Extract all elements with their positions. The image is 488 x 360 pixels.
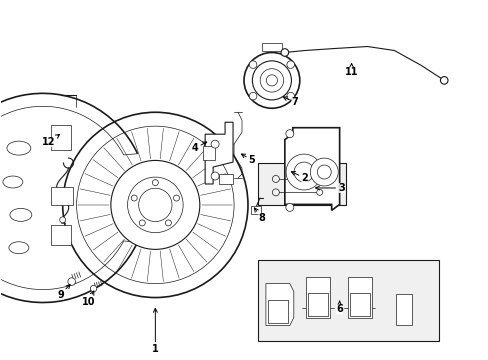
Text: 3: 3 — [315, 183, 345, 193]
Text: 1: 1 — [152, 309, 159, 354]
Bar — [51, 225, 71, 245]
Circle shape — [317, 165, 330, 179]
Circle shape — [286, 61, 294, 68]
Circle shape — [111, 161, 200, 249]
Circle shape — [285, 203, 293, 211]
Bar — [349, 293, 369, 316]
Bar — [305, 276, 329, 319]
Circle shape — [90, 285, 97, 292]
Circle shape — [165, 220, 171, 226]
Circle shape — [152, 180, 158, 186]
Circle shape — [440, 77, 447, 84]
Circle shape — [293, 162, 313, 182]
Bar — [307, 293, 327, 316]
Text: 9: 9 — [57, 284, 70, 300]
Bar — [262, 42, 281, 51]
Bar — [347, 276, 371, 319]
Bar — [267, 301, 287, 323]
Circle shape — [286, 93, 294, 100]
Bar — [258, 260, 438, 341]
Bar — [51, 125, 71, 150]
Circle shape — [62, 112, 247, 298]
Bar — [396, 294, 411, 325]
Bar — [51, 187, 73, 205]
Bar — [258, 163, 345, 205]
Text: 6: 6 — [336, 301, 342, 315]
Text: 11: 11 — [344, 64, 358, 77]
Text: 4: 4 — [191, 142, 206, 153]
Bar — [250, 206, 261, 214]
Text: 2: 2 — [291, 172, 307, 183]
Circle shape — [281, 49, 288, 56]
Circle shape — [310, 158, 338, 186]
Circle shape — [252, 61, 291, 100]
Bar — [219, 174, 233, 184]
Circle shape — [211, 140, 219, 148]
Circle shape — [127, 177, 183, 233]
Circle shape — [131, 195, 137, 201]
Circle shape — [68, 278, 75, 285]
Circle shape — [266, 75, 277, 86]
Circle shape — [285, 130, 293, 138]
Circle shape — [60, 217, 65, 223]
Text: 7: 7 — [283, 97, 298, 107]
Polygon shape — [205, 122, 233, 184]
Circle shape — [211, 172, 219, 180]
Circle shape — [249, 61, 256, 68]
Polygon shape — [285, 128, 339, 210]
Text: 8: 8 — [254, 208, 265, 223]
Bar — [203, 146, 215, 160]
Circle shape — [139, 220, 145, 226]
Text: 5: 5 — [241, 154, 255, 165]
Circle shape — [249, 93, 256, 100]
Text: 10: 10 — [81, 291, 95, 306]
Circle shape — [260, 69, 283, 92]
Circle shape — [139, 188, 172, 221]
Circle shape — [173, 195, 179, 201]
Circle shape — [244, 53, 299, 108]
Text: 12: 12 — [42, 134, 60, 147]
Polygon shape — [265, 284, 293, 325]
Circle shape — [285, 154, 321, 190]
